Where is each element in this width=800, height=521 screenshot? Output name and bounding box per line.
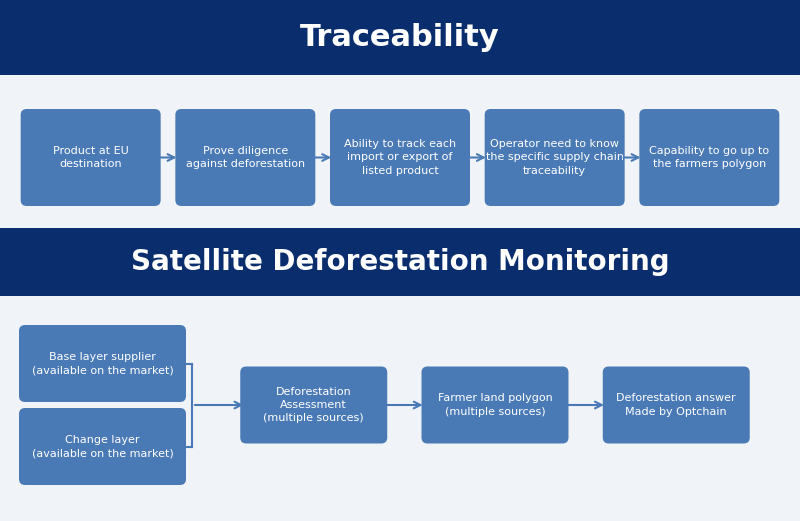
FancyBboxPatch shape [485, 109, 625, 206]
Text: Satellite Deforestation Monitoring: Satellite Deforestation Monitoring [130, 248, 670, 276]
FancyBboxPatch shape [175, 109, 315, 206]
Text: Farmer land polygon
(multiple sources): Farmer land polygon (multiple sources) [438, 393, 552, 417]
Text: Traceability: Traceability [300, 23, 500, 52]
FancyBboxPatch shape [0, 0, 800, 75]
Text: Deforestation answer
Made by Optchain: Deforestation answer Made by Optchain [617, 393, 736, 417]
FancyBboxPatch shape [19, 325, 186, 402]
Text: Base layer supplier
(available on the market): Base layer supplier (available on the ma… [32, 352, 174, 375]
Text: Prove diligence
against deforestation: Prove diligence against deforestation [186, 146, 305, 169]
FancyBboxPatch shape [19, 408, 186, 485]
FancyBboxPatch shape [21, 109, 161, 206]
Text: Capability to go up to
the farmers polygon: Capability to go up to the farmers polyg… [650, 146, 770, 169]
FancyBboxPatch shape [639, 109, 779, 206]
FancyBboxPatch shape [602, 366, 750, 443]
FancyBboxPatch shape [240, 366, 387, 443]
Text: Product at EU
destination: Product at EU destination [53, 146, 129, 169]
Text: Deforestation
Assessment
(multiple sources): Deforestation Assessment (multiple sourc… [263, 387, 364, 423]
FancyBboxPatch shape [422, 366, 569, 443]
Text: Change layer
(available on the market): Change layer (available on the market) [32, 435, 174, 458]
FancyBboxPatch shape [330, 109, 470, 206]
FancyBboxPatch shape [0, 228, 800, 296]
Text: Operator need to know
the specific supply chain
traceability: Operator need to know the specific suppl… [486, 139, 624, 176]
Text: Ability to track each
import or export of
listed product: Ability to track each import or export o… [344, 139, 456, 176]
